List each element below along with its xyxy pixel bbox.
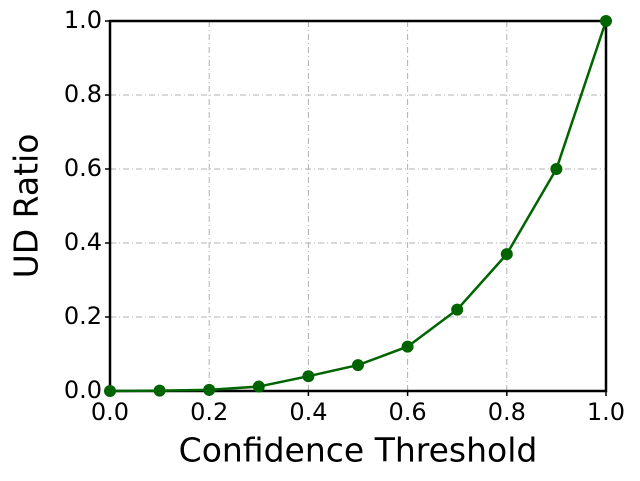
y-tick-label: 1.0: [64, 6, 102, 34]
point: [104, 385, 116, 397]
y-tick-label: 0.0: [64, 376, 102, 404]
point: [153, 384, 166, 397]
x-tick-label: 0.2: [190, 398, 228, 426]
line: [109, 20, 608, 393]
x-tick-label: 0.0: [91, 398, 129, 426]
x-tick-label: 1.0: [587, 398, 625, 426]
x-tick-label: 0.4: [289, 398, 327, 426]
point: [451, 303, 464, 316]
plot-frame: [108, 19, 608, 393]
x-tick-label: 0.8: [488, 398, 526, 426]
point: [252, 380, 265, 393]
point: [401, 340, 414, 353]
y-axis-label: UD Ratio: [7, 134, 46, 279]
point: [302, 370, 315, 383]
point: [550, 163, 563, 175]
x-axis-label: Confidence Threshold: [179, 431, 538, 470]
y-tick-label: 0.4: [64, 228, 102, 256]
point: [352, 359, 364, 372]
y-tick-label: 0.2: [64, 302, 102, 330]
point: [600, 15, 612, 27]
y-tick-label: 0.6: [64, 154, 102, 182]
point: [500, 248, 513, 261]
y-tick-label: 0.8: [64, 80, 102, 108]
point: [203, 383, 216, 396]
x-tick-label: 0.6: [389, 398, 427, 426]
